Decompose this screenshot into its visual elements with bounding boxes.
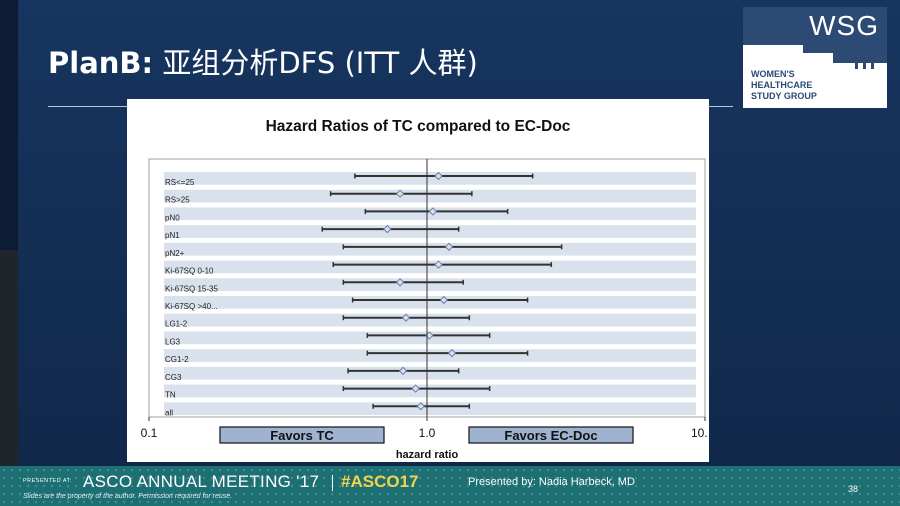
chart-title: Hazard Ratios of TC compared to EC-Doc: [266, 118, 571, 135]
footer-hashtag: #ASCO17: [341, 472, 419, 491]
row-label: pN0: [165, 213, 180, 222]
logo-band: [743, 7, 887, 45]
logo-line-3: STUDY GROUP: [751, 91, 817, 101]
point-estimate: [447, 348, 457, 358]
footer-presenter: Presented by: Nadia Harbeck, MD: [468, 476, 635, 488]
row-band: [164, 207, 696, 221]
point-estimate: [434, 171, 443, 181]
row-label: TN: [165, 391, 176, 400]
footer-disclaimer: Slides are the property of the author. P…: [23, 493, 233, 500]
row-band: [164, 366, 696, 380]
footer-bar: PRESENTED AT: ASCO ANNUAL MEETING '17 #A…: [0, 466, 900, 506]
footer-presented-at: PRESENTED AT:: [23, 478, 72, 484]
row-band: [164, 402, 696, 415]
x-tick-label: 0.1: [141, 426, 158, 440]
row-band: [164, 189, 696, 203]
x-tick-label: 10.: [691, 426, 708, 440]
footer-pattern: [0, 466, 900, 506]
row-label: CG1-2: [165, 355, 189, 364]
row-band: [164, 260, 696, 274]
row-label: Ki-67SQ >40...: [165, 302, 218, 311]
row-label: pN1: [165, 231, 180, 240]
row-band: [164, 313, 696, 327]
x-axis-label: hazard ratio: [396, 449, 459, 461]
forest-plot: Hazard Ratios of TC compared to EC-Doc RS…: [141, 118, 708, 461]
x-tick-label: 1.0: [419, 426, 436, 440]
row-band: [164, 242, 696, 256]
point-estimate: [383, 224, 392, 234]
slide-title-bold: PlanB:: [48, 46, 154, 80]
footer-meeting-name: ASCO ANNUAL MEETING '17: [83, 472, 320, 491]
row-band: [164, 384, 696, 398]
row-band: [164, 349, 696, 362]
logo-line-2: HEALTHCARE: [751, 80, 813, 90]
point-estimate: [401, 313, 411, 322]
row-label: Ki-67SQ 15-35: [165, 284, 218, 293]
row-label: LG1-2: [165, 320, 188, 329]
wsg-logo: WSG WOMEN'S HEALTHCARE STUDY GROUP: [743, 7, 887, 108]
point-estimate: [411, 384, 420, 393]
logo-steps-graphic: [743, 45, 887, 75]
point-estimate: [428, 207, 438, 216]
footer-divider: [332, 475, 333, 491]
favors-ecdoc-box: [468, 426, 634, 444]
point-estimate: [398, 366, 408, 376]
row-label: Ki-67SQ 0-10: [165, 267, 214, 276]
row-label: LG3: [165, 337, 181, 346]
logo-org-name: WOMEN'S HEALTHCARE STUDY GROUP: [751, 69, 817, 102]
row-label: CG3: [165, 373, 182, 382]
row-band: [164, 225, 696, 238]
point-estimate: [444, 242, 454, 252]
left-edge-shadow: [0, 250, 18, 470]
point-estimate: [416, 402, 426, 411]
slide-title: PlanB: 亚组分析DFS (ITT 人群): [48, 40, 478, 82]
row-label: all: [165, 408, 173, 417]
favors-tc-box: [219, 426, 385, 444]
row-label: pN2+: [165, 249, 185, 258]
row-label: RS>25: [165, 196, 190, 205]
point-estimate: [439, 295, 449, 305]
slide-title-rest: 亚组分析DFS (ITT 人群): [153, 46, 478, 80]
favors-tc-label: Favors TC: [270, 428, 334, 443]
row-band: [164, 296, 696, 309]
page-number: 38: [848, 484, 859, 494]
row-band: [164, 172, 696, 185]
logo-line-1: WOMEN'S: [751, 69, 795, 79]
row-label: RS<=25: [165, 178, 195, 187]
point-estimate: [434, 260, 443, 269]
favors-ecdoc-label: Favors EC-Doc: [504, 428, 597, 443]
point-estimate: [395, 189, 405, 198]
logo-acronym: WSG: [809, 10, 879, 41]
point-estimate: [395, 278, 405, 287]
row-band: [164, 278, 696, 291]
